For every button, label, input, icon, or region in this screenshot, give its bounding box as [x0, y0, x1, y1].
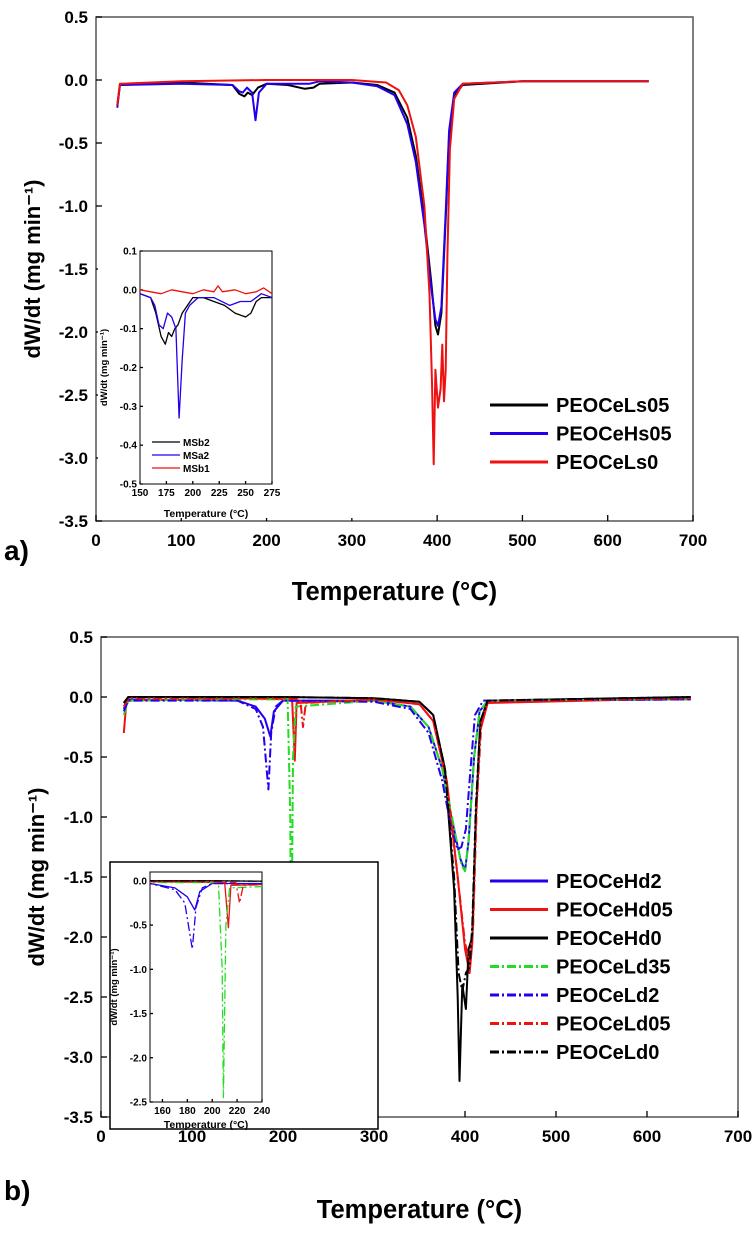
panel-b-inset-series-peoceld05: [150, 881, 262, 904]
panel-a-inset-y-tick-label: -0.2: [120, 363, 138, 374]
panel-b-inset-y-tick-label: -1.0: [130, 965, 148, 976]
panel-b-inset-y-tick-label: -0.5: [130, 921, 148, 932]
panel-b-y-axis-label: dW/dt (mg min⁻¹): [24, 787, 49, 966]
panel-a-inset-series-msa2: [140, 293, 272, 419]
panel-b-y-tick-label: -2.5: [64, 988, 93, 1007]
panel-a-inset-x-tick-label: 250: [237, 488, 254, 499]
panel-b-series-peoceld35: [122, 698, 691, 992]
panel-b-legend-entry: PEOCeLd05: [556, 1014, 670, 1036]
panel-a-inset-legend-entry: MSb2: [183, 438, 210, 449]
panel-a-y-tick-label: -3.0: [59, 449, 88, 468]
panel-b-inset-y-tick-label: -2.5: [130, 1098, 148, 1109]
panel-a-inset-y-axis-label: dW/dt (mg min⁻¹): [99, 329, 110, 406]
panel-a-series-peocels0: [116, 79, 649, 466]
panel-b-y-tick-label: -0.5: [64, 748, 93, 767]
panel-b-x-tick-label: 0: [96, 1127, 105, 1146]
panel-b-inset-y-axis-label: dW/dt (mg min⁻¹): [109, 948, 120, 1025]
panel-a-inset-x-tick-label: 275: [264, 488, 281, 499]
panel-a-x-tick-label: 0: [91, 531, 100, 550]
panel-a-y-tick-label: 0.0: [64, 71, 88, 90]
panel-b-legend-entry: PEOCeLd2: [556, 985, 659, 1007]
panel-a-inset-series-msb1: [140, 285, 272, 295]
panel-a-inset-y-tick-label: -0.4: [120, 441, 138, 452]
panel-a-legend-entry: PEOCeLs05: [556, 395, 669, 417]
panel-a-inset-y-tick-label: 0.1: [123, 247, 137, 258]
panel-a-inset-background: [98, 240, 377, 518]
panel-b-inset-y-tick-label: 0.0: [133, 876, 147, 887]
panel-b-inset-x-tick-label: 180: [179, 1106, 196, 1117]
panel-a-series-peocehs05: [116, 80, 649, 327]
panel-b-x-tick-label: 300: [360, 1127, 388, 1146]
panel-a-x-tick-label: 100: [167, 531, 195, 550]
panel-a-inset-y-tick-label: -0.1: [120, 324, 138, 335]
panel-a-inset-x-axis-label: Temperature (°C): [164, 508, 249, 520]
panel-b-y-tick-label: 0.5: [69, 628, 93, 647]
panel-b-legend-entry: PEOCeHd05: [556, 900, 673, 922]
panel-a-inset-y-tick-label: 0.0: [123, 285, 137, 296]
panel-a-inset-x-tick-label: 150: [132, 488, 149, 499]
panel-a-y-tick-label: -0.5: [59, 134, 88, 153]
panel-b-legend-entry: PEOCeLd0: [556, 1042, 659, 1064]
panel-b-inset-series-peoceld2: [150, 882, 262, 950]
panel-b-x-tick-label: 500: [542, 1127, 570, 1146]
panel-a-y-tick-label: 0.5: [64, 8, 88, 27]
panel-a-inset-x-tick-label: 175: [158, 488, 175, 499]
panel-b-series-peoceld0: [123, 696, 691, 992]
panel-b-y-tick-label: 0.0: [69, 688, 93, 707]
panel-b-y-tick-label: -1.5: [64, 868, 93, 887]
panel-a-inset-x-tick-label: 225: [211, 488, 228, 499]
panel-b-x-tick-label: 200: [269, 1127, 297, 1146]
panel-b-label: b): [4, 1175, 30, 1206]
panel-b-x-tick-label: 700: [724, 1127, 752, 1146]
panel-a-inset-y-tick-label: -0.3: [120, 402, 138, 413]
panel-b-series-peocehd2: [122, 698, 691, 872]
panel-a-inset-legend-entry: MSa2: [183, 451, 210, 462]
panel-b-legend-entry: PEOCeHd0: [556, 928, 662, 950]
panel-b-inset-x-tick-label: 240: [254, 1106, 271, 1117]
panel-b-y-tick-label: -3.0: [64, 1048, 93, 1067]
panel-b-series-peoceld05: [122, 697, 691, 962]
panel-a-legend-entry: PEOCeLs0: [556, 452, 658, 474]
panel-b-inset-x-tick-label: 200: [204, 1106, 221, 1117]
panel-a-legend-entry: PEOCeHs05: [556, 424, 672, 446]
panel-a-y-tick-label: -1.0: [59, 197, 88, 216]
panel-b-series-peoceld2: [122, 698, 691, 851]
panel-b-inset-y-tick-label: -2.0: [130, 1053, 148, 1064]
panel-a-y-tick-label: -3.5: [59, 512, 88, 531]
panel-b-inset-series-peoceld35: [150, 881, 262, 1099]
panel-a-x-tick-label: 200: [252, 531, 280, 550]
panel-b-inset-y-tick-label: -1.5: [130, 1009, 148, 1020]
panel-b-y-tick-label: -1.0: [64, 808, 93, 827]
panel-a-inset-series-msb2: [140, 293, 272, 345]
panel-a-y-tick-label: -2.0: [59, 323, 88, 342]
panel-b-y-tick-label: -3.5: [64, 1108, 93, 1127]
panel-a-x-tick-label: 600: [594, 531, 622, 550]
panel-b-x-tick-label: 600: [633, 1127, 661, 1146]
panel-b-inset-x-axis-label: Temperature (°C): [164, 1119, 249, 1131]
panel-b-inset-plot-frame: [149, 871, 263, 1103]
panel-a-x-tick-label: 300: [338, 531, 366, 550]
panel-b-inset-x-tick-label: 160: [154, 1106, 171, 1117]
panel-a-label: a): [4, 535, 29, 566]
panel-a-x-tick-label: 400: [423, 531, 451, 550]
panel-a-inset-x-tick-label: 200: [184, 488, 201, 499]
panel-b-x-tick-label: 100: [178, 1127, 206, 1146]
panel-b-legend-entry: PEOCeLd35: [556, 957, 670, 979]
panel-a-inset-y-tick-label: -0.5: [120, 480, 138, 491]
panel-b-inset-x-tick-label: 220: [229, 1106, 246, 1117]
panel-b-inset-background: [109, 861, 379, 1130]
panel-b-y-tick-label: -2.0: [64, 928, 93, 947]
panel-b-inset-series-peocehd2: [150, 882, 262, 911]
panel-a-x-axis-label: Temperature (°C): [292, 578, 497, 606]
panel-b-legend-entry: PEOCeHd2: [556, 871, 662, 893]
panel-a-x-tick-label: 700: [679, 531, 707, 550]
panel-a-y-tick-label: -2.5: [59, 386, 88, 405]
panel-a-x-tick-label: 500: [508, 531, 536, 550]
panel-b-x-axis-label: Temperature (°C): [317, 1196, 522, 1224]
panel-b-x-tick-label: 400: [451, 1127, 479, 1146]
panel-a-y-tick-label: -1.5: [59, 260, 88, 279]
panel-a-inset-legend-entry: MSb1: [183, 464, 210, 475]
panel-a-y-axis-label: dW/dt (mg min⁻¹): [20, 179, 45, 358]
